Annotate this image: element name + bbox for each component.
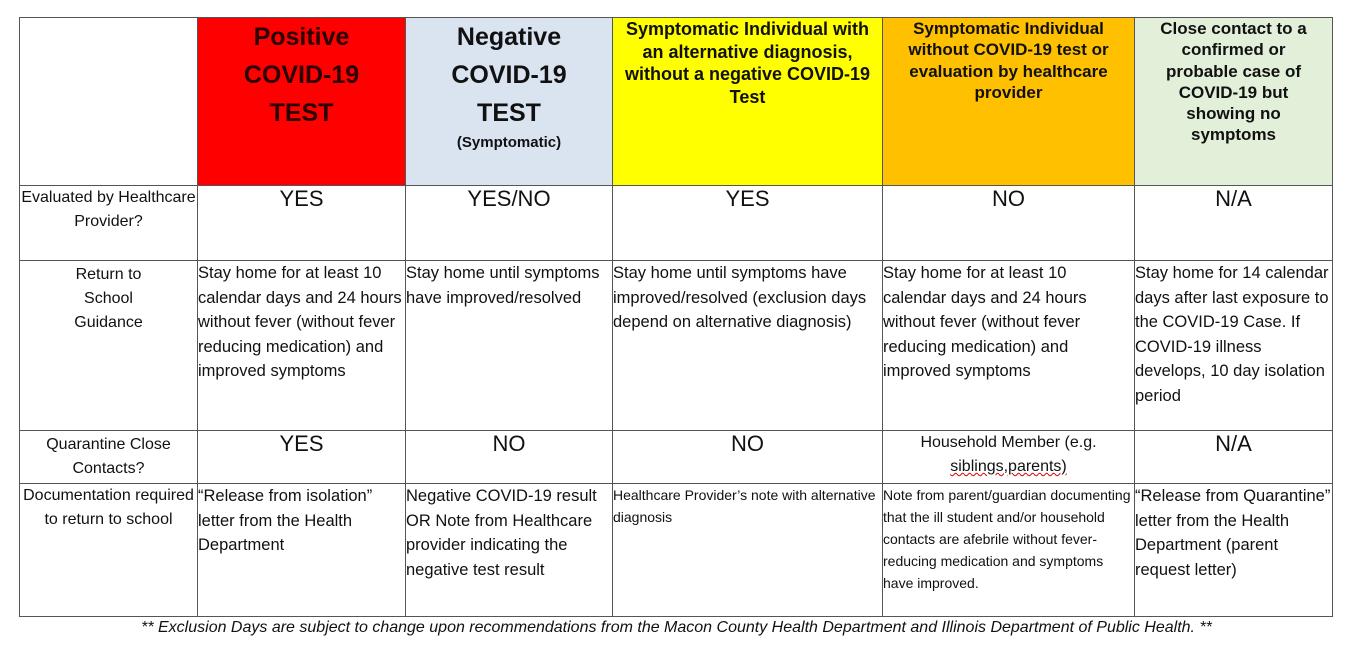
header-positive-line3: TEST	[269, 99, 334, 127]
documentation-positive: “Release from isolation” letter from the…	[197, 483, 406, 617]
evaluated-positive: YES	[197, 185, 406, 261]
header-negative-line2: COVID-19	[451, 61, 567, 89]
row-label-quarantine: Quarantine Close Contacts?	[19, 430, 198, 484]
return-row: Return to School Guidance Stay home for …	[19, 260, 1333, 431]
quarantine-household-line1: Household Member (e.g.	[920, 434, 1097, 451]
documentation-row: Documentation required to return to scho…	[19, 483, 1333, 617]
return-close-contact: Stay home for 14 calendar days after las…	[1134, 260, 1333, 431]
row-label-return: Return to School Guidance	[19, 260, 198, 431]
documentation-close-contact: “Release from Quarantine” letter from th…	[1134, 483, 1333, 617]
header-positive-test: Positive COVID-19 TEST	[197, 17, 406, 186]
evaluated-row: Evaluated by Healthcare Provider? YES YE…	[19, 185, 1333, 261]
quarantine-no-test: Household Member (e.g. siblings,parents)	[882, 430, 1135, 484]
header-close-contact: Close contact to a confirmed or probable…	[1134, 17, 1333, 186]
quarantine-positive: YES	[197, 430, 406, 484]
quarantine-negative: NO	[405, 430, 613, 484]
quarantine-row: Quarantine Close Contacts? YES NO NO Hou…	[19, 430, 1333, 484]
evaluated-no-test: NO	[882, 185, 1135, 261]
return-alt-diagnosis: Stay home until symptoms have improved/r…	[612, 260, 883, 431]
row-label-evaluated: Evaluated by Healthcare Provider?	[19, 185, 198, 261]
documentation-no-test: Note from parent/guardian documenting th…	[882, 483, 1135, 617]
documentation-negative: Negative COVID-19 result OR Note from He…	[405, 483, 613, 617]
evaluated-close-contact: N/A	[1134, 185, 1333, 261]
return-no-test: Stay home for at least 10 calendar days …	[882, 260, 1135, 431]
header-positive-line2: COVID-19	[243, 61, 360, 89]
corner-cell	[19, 17, 198, 186]
header-negative-sub: (Symptomatic)	[456, 134, 562, 151]
header-positive-line1: Positive	[253, 23, 350, 51]
documentation-alt-diagnosis: Healthcare Provider’s note with alternat…	[612, 483, 883, 617]
footnote: ** Exclusion Days are subject to change …	[141, 619, 1212, 636]
return-negative: Stay home until symptoms have improved/r…	[405, 260, 613, 431]
quarantine-household-line2: siblings,parents)	[950, 458, 1067, 475]
quarantine-alt-diagnosis: NO	[612, 430, 883, 484]
return-positive: Stay home for at least 10 calendar days …	[197, 260, 406, 431]
header-row: Positive COVID-19 TEST Negative COVID-19…	[19, 17, 1333, 186]
header-negative-test: Negative COVID-19 TEST (Symptomatic)	[405, 17, 613, 186]
quarantine-close-contact: N/A	[1134, 430, 1333, 484]
covid-guidance-table: Positive COVID-19 TEST Negative COVID-19…	[19, 17, 1333, 617]
evaluated-alt-diagnosis: YES	[612, 185, 883, 261]
evaluated-negative: YES/NO	[405, 185, 613, 261]
header-alt-diagnosis: Symptomatic Individual with an alternati…	[612, 17, 883, 186]
header-no-test: Symptomatic Individual without COVID-19 …	[882, 17, 1135, 186]
header-negative-line3: TEST	[477, 99, 541, 127]
row-label-documentation: Documentation required to return to scho…	[19, 483, 198, 617]
header-negative-line1: Negative	[456, 23, 562, 51]
